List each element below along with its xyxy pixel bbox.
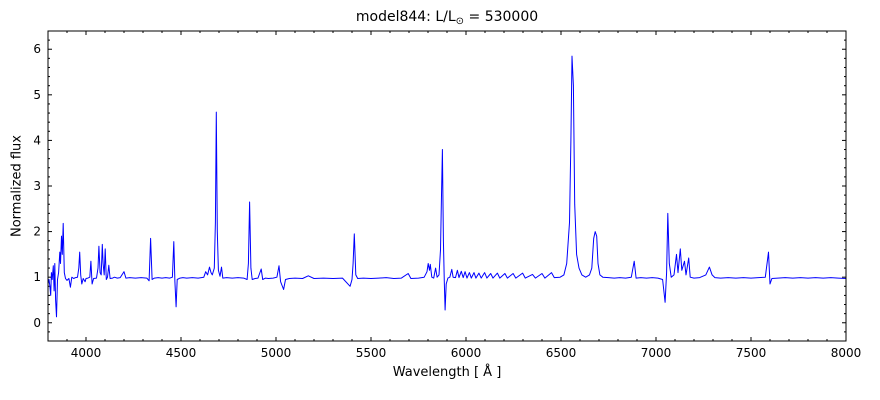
x-tick-label: 5500	[356, 346, 387, 360]
x-axis-label: Wavelength [ Å ]	[392, 365, 502, 380]
title-suffix: = 530000	[464, 9, 539, 25]
x-tick-label: 7000	[641, 346, 672, 360]
y-tick-label: 6	[33, 42, 41, 56]
y-tick-label: 4	[33, 133, 41, 147]
chart-title: model844: L/L⊙ = 530000	[48, 9, 846, 27]
x-tick-label: 6500	[546, 346, 577, 360]
x-tick-label: 7500	[736, 346, 767, 360]
y-tick-label: 0	[33, 316, 41, 330]
x-tick-label: 6000	[451, 346, 482, 360]
title-prefix: model844: L/L	[355, 9, 456, 25]
axes-frame	[47, 30, 847, 342]
x-tick-label: 4000	[71, 346, 102, 360]
y-axis-label: Normalized flux	[9, 135, 25, 237]
x-tick-label: 5000	[261, 346, 292, 360]
y-tick-label: 3	[33, 179, 41, 193]
y-tick-label: 2	[33, 225, 41, 239]
y-tick-label: 1	[33, 270, 41, 284]
x-tick-label: 4500	[166, 346, 197, 360]
x-tick-label: 8000	[831, 346, 862, 360]
sun-symbol: ⊙	[455, 16, 465, 27]
y-tick-label: 5	[33, 88, 41, 102]
spectrum-line	[47, 55, 847, 318]
